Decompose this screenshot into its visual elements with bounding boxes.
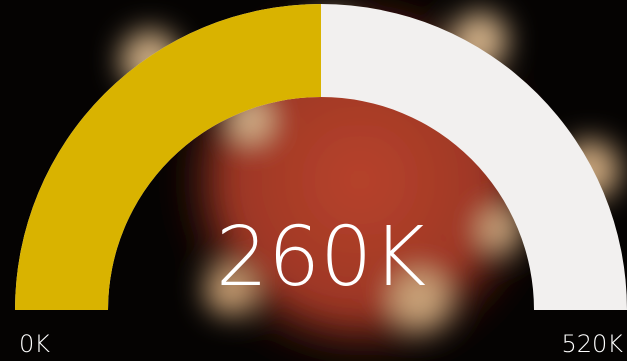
tick-label: 520K [561, 330, 623, 358]
value-label: 260K [216, 210, 426, 305]
tick-label: 0K [19, 330, 50, 358]
gauge [15, 4, 627, 310]
gauge-fill [15, 4, 321, 310]
